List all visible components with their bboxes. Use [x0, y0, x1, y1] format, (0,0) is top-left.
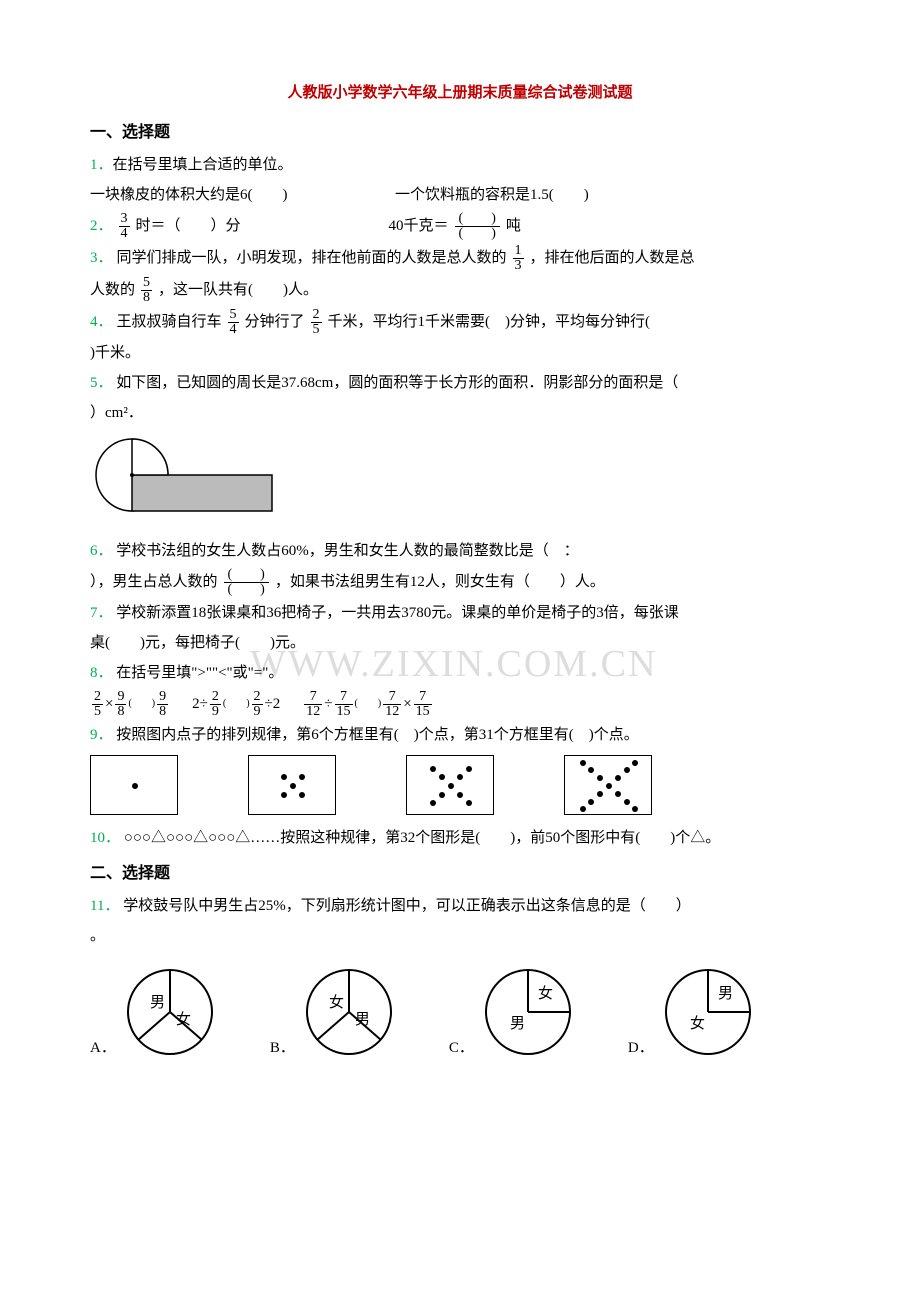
frac-2-5: 25 [311, 308, 322, 337]
question-11: 11． 学校鼓号队中男生占25%，下列扇形统计图中，可以正确表示出这条信息的是（… [90, 893, 830, 920]
q4-t1: 王叔叔骑自行车 [117, 309, 222, 336]
frac-5-4: 54 [228, 308, 239, 337]
section-1-header: 一、选择题 [90, 119, 830, 148]
q6-t2: ），男生占总人数的 [90, 569, 218, 596]
q4-num: 4． [90, 309, 113, 336]
pie-chart-d: 男 女 [658, 962, 758, 1062]
q5-num: 5． [90, 375, 113, 391]
choice-d-label: D． [628, 1035, 654, 1062]
question-2: 2． 34 时＝（ ）分 40千克＝ ( )( ) 吨 [90, 212, 830, 241]
q11-num: 11． [90, 898, 119, 914]
q8-num: 8． [90, 665, 113, 681]
page-title: 人教版小学数学六年级上册期末质量综合试卷测试题 [90, 80, 830, 107]
dot-pattern-row [90, 755, 830, 815]
q10-t1: ○○○△○○○△○○○△……按照这种规律，第32个图形是( )，前50个图形中有… [124, 830, 721, 846]
svg-text:女: 女 [538, 984, 553, 1002]
section-2-header: 二、选择题 [90, 860, 830, 889]
q5-t1: 如下图，已知圆的周长是37.68cm，圆的面积等于长方形的面积．阴影部分的面积是… [116, 375, 678, 391]
q8-t1: 在括号里填">""<"或"="。 [116, 665, 283, 681]
q2-t2: 40千克＝ [389, 213, 449, 240]
q1-text: 在括号里填上合适的单位。 [113, 157, 293, 173]
q4-t4: )千米。 [90, 345, 140, 361]
q5-figure [90, 435, 830, 530]
choice-c-label: C． [449, 1035, 474, 1062]
question-11-line2: 。 [90, 923, 830, 950]
q3-num: 3． [90, 245, 113, 272]
q7-t1: 学校新添置18张课桌和36把椅子，一共用去3780元。课桌的单价是椅子的3倍，每… [116, 605, 679, 621]
pie-chart-c: 女 男 [478, 962, 578, 1062]
dot-box-3 [406, 755, 494, 815]
question-5: 5． 如下图，已知圆的周长是37.68cm，圆的面积等于长方形的面积．阴影部分的… [90, 370, 830, 397]
question-3-line2: 人数的 58 ，这一队共有( )人。 [90, 276, 830, 305]
svg-text:女: 女 [690, 1014, 705, 1032]
q3-t2: ，排在他后面的人数是总 [530, 245, 695, 272]
q3-t3: 人数的 [90, 277, 135, 304]
question-7-line2: 桌( )元，每把椅子( )元。 [90, 630, 830, 657]
question-7: 7． 学校新添置18张课桌和36把椅子，一共用去3780元。课桌的单价是椅子的3… [90, 600, 830, 627]
pie-chart-a: 男 女 [120, 962, 220, 1062]
q7-t2: 桌( )元，每把椅子( )元。 [90, 635, 305, 651]
question-9: 9． 按照图内点子的排列规律，第6个方框里有( )个点，第31个方框里有( )个… [90, 722, 830, 749]
question-1: 1．在括号里填上合适的单位。 [90, 152, 830, 179]
q4-t2: 分钟行了 [245, 309, 305, 336]
q4-t3: 千米，平均行1千米需要( )分钟，平均每分钟行( [328, 309, 666, 336]
q2-num: 2． [90, 213, 113, 240]
q1-num: 1． [90, 157, 113, 173]
dot-box-2 [248, 755, 336, 815]
svg-text:男: 男 [150, 995, 165, 1011]
question-10: 10． ○○○△○○○△○○○△……按照这种规律，第32个图形是( )，前50个… [90, 825, 830, 852]
svg-text:男: 男 [355, 1012, 370, 1028]
question-3: 3． 同学们排成一队，小明发现，排在他前面的人数是总人数的 13 ，排在他后面的… [90, 244, 830, 273]
q5-t2: ）cm²． [90, 405, 143, 421]
pie-chart-b: 女 男 [299, 962, 399, 1062]
q6-t3: ，如果书法组男生有12人，则女生有（ ）人。 [275, 569, 605, 596]
q6-num: 6． [90, 543, 113, 559]
q3-t1: 同学们排成一队，小明发现，排在他前面的人数是总人数的 [117, 245, 507, 272]
q1-part-b: 一个饮料瓶的容积是1.5( ) [395, 187, 589, 203]
choice-a-label: A． [90, 1035, 116, 1062]
pie-chart-row: A． 男 女 B． 女 男 C． 女 男 D． [90, 962, 830, 1062]
question-8-expressions: 25×98( )98 2÷29( )29÷2 712÷715( )712×715 [90, 690, 830, 719]
frac-1-3: 13 [513, 244, 524, 273]
frac-paren: ( )( ) [455, 212, 500, 241]
dot-box-1 [90, 755, 178, 815]
q9-t1: 按照图内点子的排列规律，第6个方框里有( )个点，第31个方框里有( )个点。 [116, 727, 638, 743]
question-5-line2: ）cm²． [90, 400, 830, 427]
frac-5-8: 58 [141, 276, 152, 305]
choice-b-label: B． [270, 1035, 295, 1062]
question-8: 8． 在括号里填">""<"或"="。 [90, 660, 830, 687]
q7-num: 7． [90, 605, 113, 621]
frac-3-4: 34 [119, 212, 130, 241]
svg-text:女: 女 [329, 993, 344, 1011]
svg-text:女: 女 [176, 1010, 191, 1028]
question-1-line2: 一块橡皮的体积大约是6( ) 一个饮料瓶的容积是1.5( ) [90, 182, 830, 209]
q11-t1: 学校鼓号队中男生占25%，下列扇形统计图中，可以正确表示出这条信息的是（ ） [123, 898, 691, 914]
svg-text:男: 男 [510, 1016, 525, 1032]
q11-t2: 。 [90, 928, 105, 944]
question-4: 4． 王叔叔骑自行车 54 分钟行了 25 千米，平均行1千米需要( )分钟，平… [90, 308, 830, 337]
q2-t3: 吨 [506, 213, 521, 240]
q2-t1: 时＝（ ）分 [136, 213, 241, 240]
q6-t1: 学校书法组的女生人数占60%，男生和女生人数的最简整数比是（ ： [116, 543, 579, 559]
svg-text:男: 男 [718, 986, 733, 1002]
question-6: 6． 学校书法组的女生人数占60%，男生和女生人数的最简整数比是（ ： [90, 538, 830, 565]
question-6-line2: ），男生占总人数的 ( )( ) ，如果书法组男生有12人，则女生有（ ）人。 [90, 568, 830, 597]
q9-num: 9． [90, 727, 113, 743]
dot-box-4 [564, 755, 652, 815]
frac-paren-2: ( )( ) [224, 568, 269, 597]
q1-part-a: 一块橡皮的体积大约是6( ) [90, 187, 288, 203]
q3-t4: ，这一队共有( )人。 [158, 277, 318, 304]
q10-num: 10． [90, 830, 120, 846]
question-4-line2: )千米。 [90, 340, 830, 367]
